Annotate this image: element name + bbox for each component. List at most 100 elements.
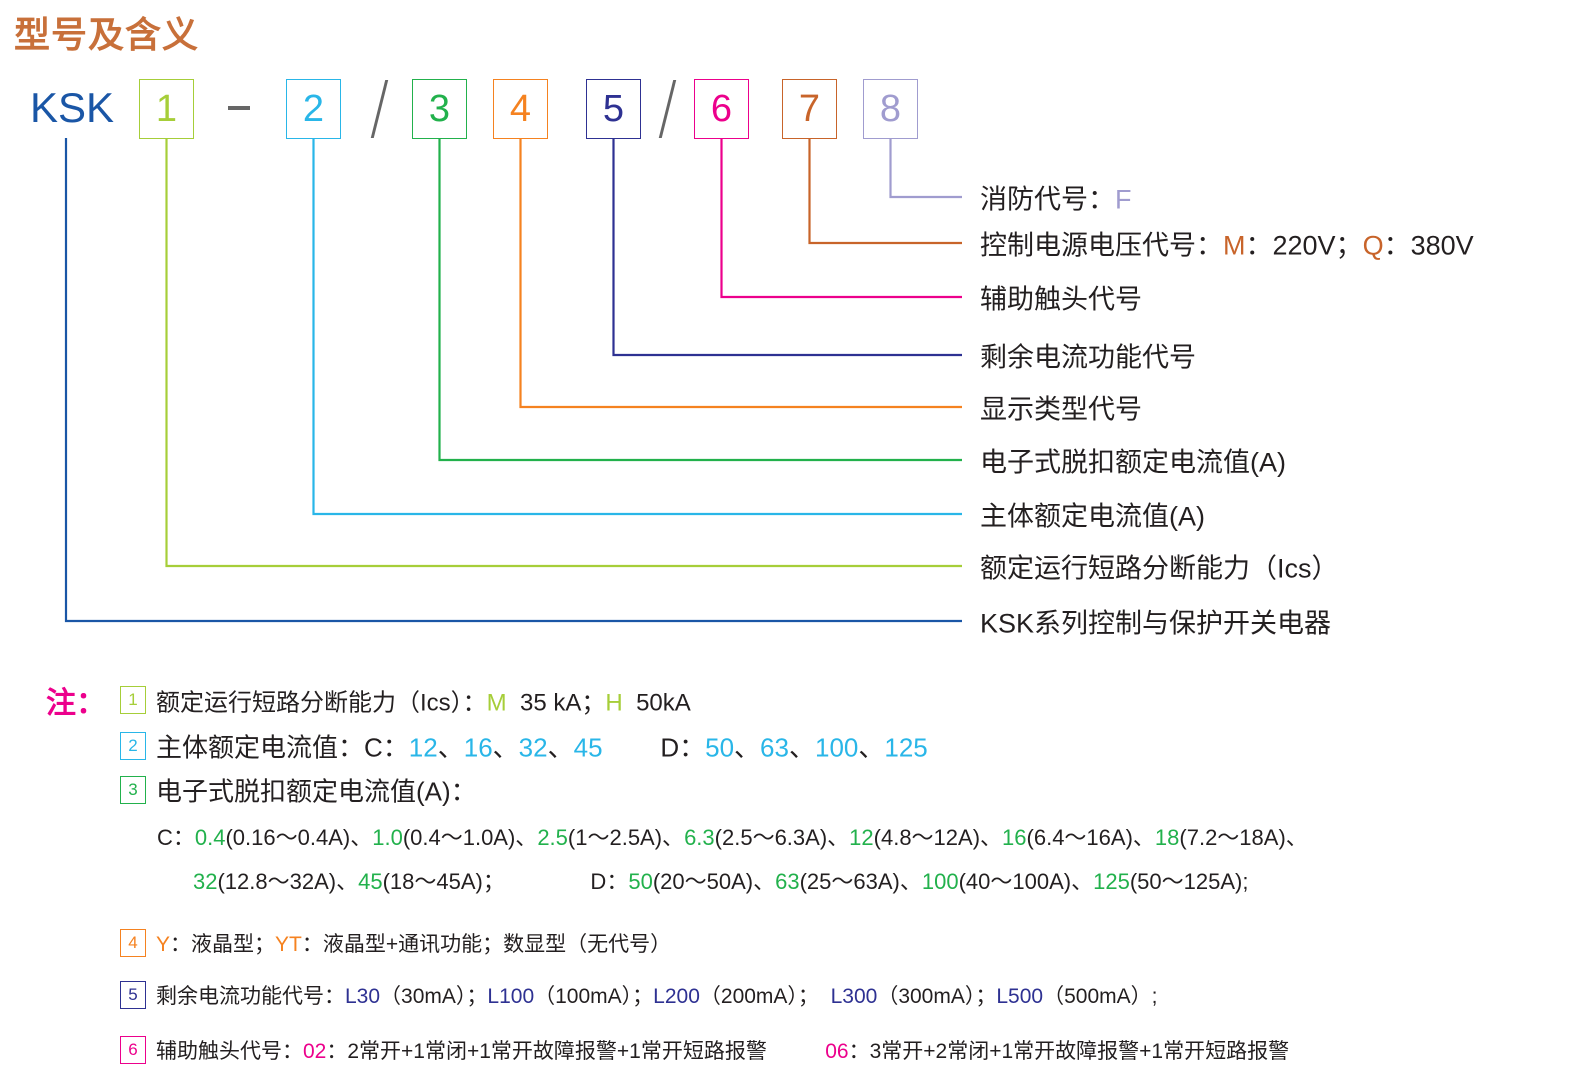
note-number-box-6: 6 [120,1036,146,1064]
leader-line [165,139,962,568]
note-line: C：0.4(0.16～0.4A)、1.0(0.4～1.0A)、2.5(1～2.5… [157,820,1308,852]
text-segment: 控制电源电压代号： [980,230,1223,261]
note-number-box-2: 2 [120,732,146,760]
text-segment: M [486,689,507,717]
text-segment: 0.4 [194,825,226,850]
text-segment: （300mA）； [877,985,997,1008]
note-number-box-5: 5 [120,981,146,1009]
meaning-label: 电子式脱扣额定电流值(A) [980,441,1286,480]
text-segment: 电子式脱扣额定电流值(A) [980,447,1286,478]
note-line: 32(12.8～32A)、45(18～45A)； D：50(20～50A)、63… [193,864,1248,896]
text-segment: L200 [653,985,700,1008]
leader-line [519,139,962,409]
text-segment: (4.8～12A)、 [873,825,1003,850]
dash-separator [228,106,250,110]
text-segment: 显示类型代号 [980,394,1142,425]
meaning-label: 控制电源电压代号：M：220V；Q：380V [980,224,1474,263]
text-segment: (0.4～1.0A)、 [402,825,538,850]
page-title: 型号及含义 [14,15,200,56]
leader-line [312,139,962,516]
text-segment: ：3常开+2常闭+1常开故障报警+1常开短路报警 [848,1040,1290,1063]
text-segment: ：2常开+1常闭+1常开故障报警+1常开短路报警 [326,1040,826,1063]
text-segment: Y [156,933,171,956]
text-segment: 剩余电流功能代号： [156,985,345,1008]
text-segment: (7.2～18A)、 [1179,825,1308,850]
model-digit-box-7: 7 [782,79,837,139]
text-segment: （200mA）； [699,985,831,1008]
model-digit-box-5: 5 [586,79,641,139]
meaning-label: 主体额定电流值(A) [980,495,1205,534]
text-segment: （500mA）; [1043,985,1158,1008]
text-segment: KSK系列控制与保护开关电器 [980,608,1332,639]
text-segment: 主体额定电流值： [156,732,365,763]
text-segment: Q [1362,230,1384,261]
model-digit-box-1: 1 [139,79,194,139]
text-segment: （30mA）； [380,985,488,1008]
text-segment: (6.4～16A)、 [1026,825,1155,850]
meaning-label: 显示类型代号 [980,388,1142,427]
meaning-label: 辅助触头代号 [980,278,1142,317]
model-digit-box-8: 8 [863,79,918,139]
leader-line [889,139,962,199]
text-segment: 辅助触头代号 [980,284,1142,315]
text-segment: L300 [830,985,878,1008]
text-segment: ：380V [1383,230,1474,261]
note-line: 辅助触头代号：02：2常开+1常闭+1常开故障报警+1常开短路报警 06：3常开… [156,1035,1289,1065]
text-segment: (20～50A)、 [652,869,776,894]
text-segment: ：220V； [1245,230,1363,261]
text-segment: YT [275,933,302,956]
text-segment: 16 [1002,825,1027,850]
text-segment: C： [157,825,195,850]
text-segment: 50 [705,732,735,763]
text-segment: 1.0 [372,825,403,850]
text-segment: 45 [358,869,383,894]
text-segment: L500 [996,985,1044,1008]
text-segment: 2.5 [537,825,568,850]
text-segment: 消防代号： [980,184,1115,215]
note-number-box-1: 1 [120,686,146,714]
text-segment: 50 [628,869,653,894]
leader-line [808,139,962,245]
text-segment: L100 [487,985,535,1008]
leader-line [438,139,962,462]
text-segment: 100 [921,869,959,894]
text-segment: D： [602,732,706,763]
text-segment: (1～2.5A)、 [567,825,685,850]
text-segment: 、 [492,732,519,763]
text-segment: (12.8～32A)、 [217,869,359,894]
text-segment: 电子式脱扣额定电流值(A)： [156,776,477,807]
text-segment: 辅助触头代号： [156,1040,303,1063]
text-segment: 额定运行短路分断能力（Ics）： [156,689,487,717]
text-segment: 、 [788,732,815,763]
meaning-label: 额定运行短路分断能力（Ics） [980,547,1339,586]
text-segment: L30 [345,985,381,1008]
model-digit-box-2: 2 [286,79,341,139]
model-digit-box-6: 6 [694,79,749,139]
text-segment: ：液晶型； [170,933,276,956]
note-number-box-4: 4 [120,929,146,957]
text-segment: 、 [437,732,464,763]
leader-line [612,139,962,357]
note-line: 主体额定电流值：C：12、16、32、45 D：50、63、100、125 [156,728,928,765]
text-segment: 32 [518,732,548,763]
text-segment: 125 [884,732,928,763]
text-segment: 18 [1154,825,1180,850]
text-segment: 125 [1093,869,1130,894]
text-segment: 63 [775,869,800,894]
notes-heading: 注： [46,687,106,720]
model-prefix: KSK [30,84,115,131]
model-digit-box-4: 4 [493,79,548,139]
text-segment: ：液晶型+通讯功能；数显型（无代号） [301,933,672,956]
leader-line [720,139,962,299]
text-segment: 16 [463,732,493,763]
text-segment: 6.3 [684,825,715,850]
note-number-box-3: 3 [120,776,146,804]
text-segment: （100mA）； [534,985,654,1008]
text-segment: 32 [193,869,218,894]
text-segment: H [605,689,623,717]
meaning-label: 消防代号：F [980,178,1132,217]
text-segment: C： [364,732,409,763]
text-segment: 35 kA； [506,689,606,717]
